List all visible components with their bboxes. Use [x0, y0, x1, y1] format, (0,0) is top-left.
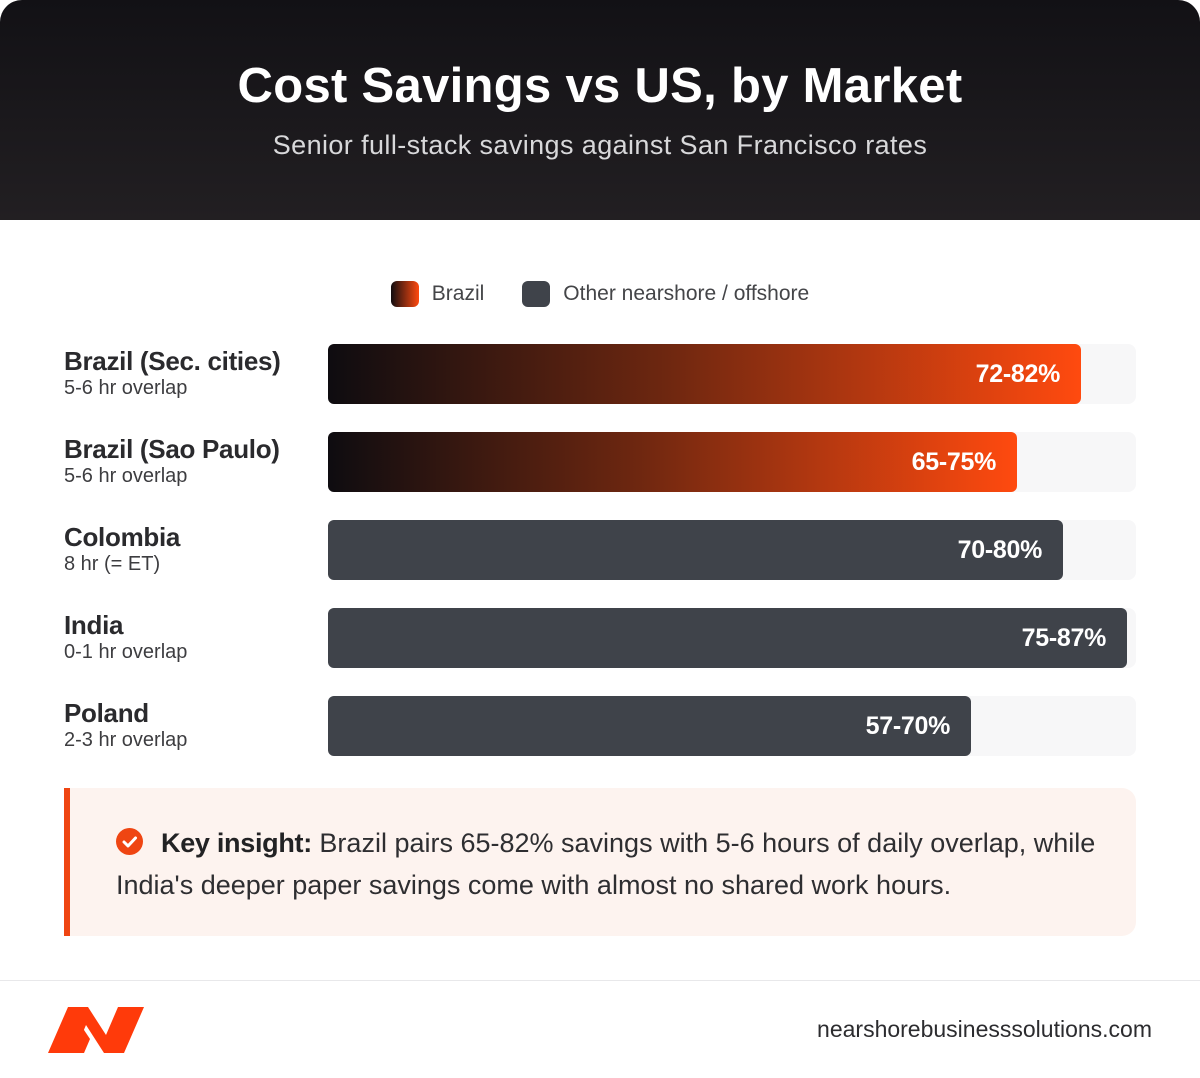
bar-row: Colombia 8 hr (= ET) 70-80% [0, 520, 1200, 580]
footer-website: nearshorebusinesssolutions.com [817, 1016, 1152, 1042]
bar-row: Brazil (Sec. cities) 5-6 hr overlap 72-82% [0, 344, 1200, 404]
key-insight-callout: Key insight: Brazil pairs 65-82% savings… [64, 788, 1136, 936]
legend-label-other: Other nearshore / offshore [563, 282, 810, 305]
row-country-label: Poland [64, 698, 149, 728]
footer-divider [0, 980, 1200, 981]
row-overlap-label: 8 hr (= ET) [64, 553, 161, 575]
legend-label-brazil: Brazil [431, 282, 485, 305]
legend-swatch-brazil [390, 281, 419, 307]
bar-brazil: 65-75% [328, 432, 1017, 492]
bar-value-label: 70-80% [957, 536, 1043, 564]
row-country-label: Colombia [64, 522, 181, 552]
bar-value-label: 75-87% [1021, 624, 1107, 652]
insight-body: Brazil pairs 65-82% savings with 5-6 hou… [116, 828, 1096, 900]
header-banner: Cost Savings vs US, by Market Senior ful… [0, 0, 1200, 220]
row-country-label: Brazil (Sec. cities) [64, 346, 281, 376]
legend-swatch-other [522, 281, 551, 307]
bar-row: Brazil (Sao Paulo) 5-6 hr overlap 65-75% [0, 432, 1200, 492]
bar-other: 75-87% [328, 608, 1127, 668]
insight-key-label: Key insight: [161, 828, 312, 858]
bar-value-label: 72-82% [975, 360, 1061, 388]
legend-item-other: Other nearshore / offshore [522, 281, 809, 307]
bar-brazil: 72-82% [328, 344, 1081, 404]
row-overlap-label: 0-1 hr overlap [64, 641, 188, 663]
bar-other: 70-80% [328, 520, 1063, 580]
row-overlap-label: 5-6 hr overlap [64, 377, 188, 399]
row-country-label: India [64, 610, 124, 640]
chart-subtitle: Senior full-stack savings against San Fr… [272, 130, 928, 160]
bar-value-label: 65-75% [911, 448, 997, 476]
row-country-label: Brazil (Sao Paulo) [64, 434, 280, 464]
check-circle-icon [116, 828, 143, 855]
bar-row: Poland 2-3 hr overlap 57-70% [0, 696, 1200, 756]
chart-title: Cost Savings vs US, by Market [237, 59, 963, 113]
nearshore-logo-icon [48, 1005, 146, 1060]
bar-value-label: 57-70% [865, 712, 951, 740]
legend: Brazil Other nearshore / offshore [0, 281, 1200, 307]
row-overlap-label: 5-6 hr overlap [64, 465, 188, 487]
bar-row: India 0-1 hr overlap 75-87% [0, 608, 1200, 668]
insight-text-block: Key insight: Brazil pairs 65-82% savings… [116, 822, 1106, 906]
row-overlap-label: 2-3 hr overlap [64, 729, 188, 751]
bar-other: 57-70% [328, 696, 971, 756]
legend-item-brazil: Brazil [390, 281, 485, 307]
